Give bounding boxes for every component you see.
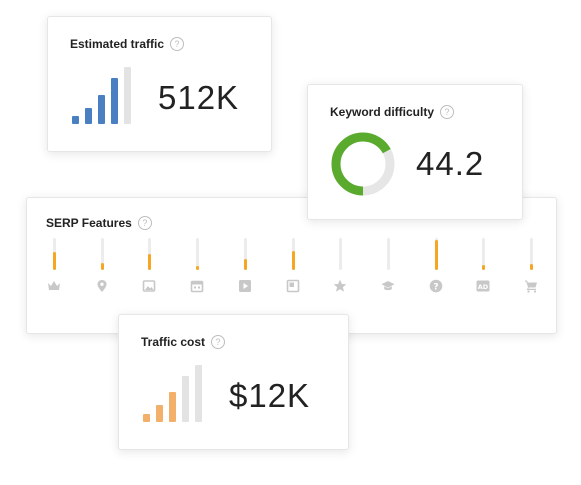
serp-features-title-row: SERP Features ? xyxy=(46,216,152,230)
serp-feature-meter xyxy=(195,238,199,270)
serp-feature-meter-fill xyxy=(100,263,104,270)
serp-feature-item[interactable] xyxy=(327,238,353,308)
serp-feature-meter-fill xyxy=(291,251,295,270)
difficulty-ring-fill xyxy=(331,132,395,196)
serp-feature-item[interactable]: AD xyxy=(470,238,496,308)
serp-features-title: SERP Features xyxy=(46,216,132,230)
crown-icon xyxy=(47,279,61,293)
estimated-traffic-value: 512K xyxy=(158,79,240,116)
serp-feature-meter xyxy=(243,238,247,270)
level-bar xyxy=(195,365,202,422)
keyword-difficulty-card: Keyword difficulty ? 44.2 xyxy=(307,84,523,220)
serp-feature-meter xyxy=(529,238,533,270)
serp-feature-item[interactable] xyxy=(41,238,67,308)
estimated-traffic-title: Estimated traffic xyxy=(70,37,165,51)
calendar-icon xyxy=(190,279,204,293)
keyword-difficulty-value: 44.2 xyxy=(416,145,485,182)
keyword-difficulty-title: Keyword difficulty xyxy=(330,105,435,119)
question-icon: ? xyxy=(429,279,443,293)
serp-feature-meter xyxy=(386,238,390,270)
estimated-traffic-card: Estimated traffic ? 512K xyxy=(47,16,272,152)
serp-feature-meter xyxy=(434,238,438,270)
keyword-difficulty-title-row: Keyword difficulty ? xyxy=(330,105,455,119)
serp-feature-meter-fill xyxy=(52,252,56,270)
serp-feature-meter-fill xyxy=(147,254,151,270)
serp-feature-meter-fill xyxy=(481,265,485,270)
serp-feature-item[interactable] xyxy=(375,238,401,308)
ad-badge-icon: AD xyxy=(476,279,490,293)
help-icon[interactable]: ? xyxy=(211,335,226,349)
square-card-icon xyxy=(286,279,300,293)
star-icon xyxy=(333,279,347,293)
graduation-cap-icon xyxy=(381,279,395,293)
serp-feature-meter-fill xyxy=(243,259,247,270)
traffic-cost-value: $12K xyxy=(229,377,311,414)
traffic-cost-card: Traffic cost ? $12K xyxy=(118,314,349,450)
svg-text:?: ? xyxy=(433,282,438,292)
serp-feature-item[interactable] xyxy=(518,238,544,308)
serp-feature-item[interactable] xyxy=(136,238,162,308)
estimated-traffic-title-row: Estimated traffic ? xyxy=(70,37,185,51)
level-bar xyxy=(85,108,92,124)
serp-feature-meter xyxy=(100,238,104,270)
serp-feature-meter xyxy=(338,238,342,270)
svg-text:AD: AD xyxy=(478,283,489,291)
serp-feature-meter-fill xyxy=(195,266,199,270)
map-pin-icon xyxy=(95,279,109,293)
level-bar xyxy=(98,95,105,124)
serp-feature-item[interactable] xyxy=(89,238,115,308)
video-play-icon xyxy=(238,279,252,293)
serp-feature-item[interactable]: ? xyxy=(423,238,449,308)
level-bar xyxy=(182,376,189,422)
traffic-cost-title: Traffic cost xyxy=(141,335,206,349)
level-bar xyxy=(124,67,131,124)
serp-feature-meter-fill xyxy=(529,264,533,270)
cost-bars-icon xyxy=(143,365,202,422)
serp-feature-meter xyxy=(52,238,56,270)
level-bar xyxy=(169,392,176,422)
help-icon[interactable]: ? xyxy=(440,105,455,119)
serp-feature-item[interactable] xyxy=(280,238,306,308)
level-bar xyxy=(156,405,163,422)
help-icon[interactable]: ? xyxy=(170,37,185,51)
serp-feature-item[interactable] xyxy=(232,238,258,308)
image-icon xyxy=(142,279,156,293)
serp-feature-meter xyxy=(147,238,151,270)
serp-feature-meter-fill xyxy=(434,240,438,270)
difficulty-ring-icon xyxy=(331,132,395,196)
serp-feature-item[interactable] xyxy=(184,238,210,308)
help-icon[interactable]: ? xyxy=(137,216,152,230)
traffic-bars-icon xyxy=(72,67,131,124)
serp-feature-meter xyxy=(481,238,485,270)
serp-feature-meter xyxy=(291,238,295,270)
shopping-cart-icon xyxy=(524,279,538,293)
level-bar xyxy=(72,116,79,124)
level-bar xyxy=(143,414,150,422)
level-bar xyxy=(111,78,118,124)
traffic-cost-title-row: Traffic cost ? xyxy=(141,335,226,349)
